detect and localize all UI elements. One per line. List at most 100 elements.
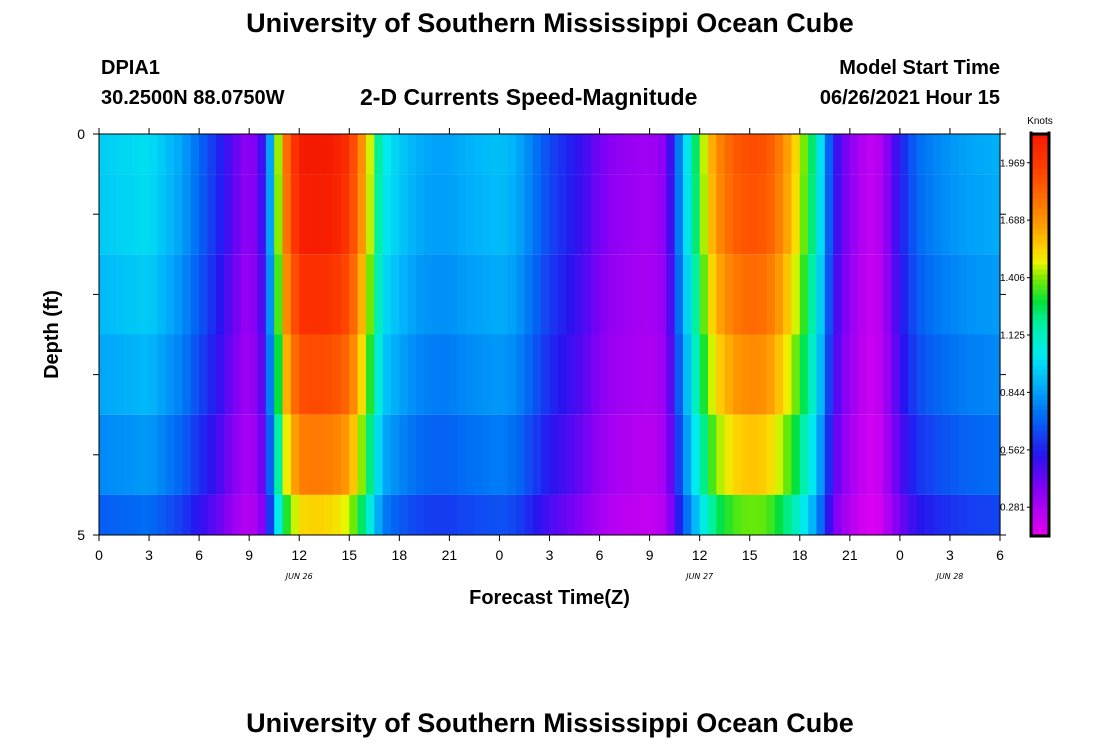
heatmap-cell [432,334,442,415]
heatmap-cell [916,134,926,175]
heatmap-cell [349,254,359,335]
heatmap-cell [866,414,876,495]
heatmap-cell [457,174,467,255]
colorbar-title: Knots [1027,116,1053,127]
heatmap-cell [532,494,542,535]
heatmap-cell [424,494,434,535]
heatmap-cell [274,174,284,255]
heatmap-cell [657,254,667,335]
heatmap-cell [165,254,175,335]
heatmap-cell [374,254,384,335]
heatmap-cell [240,414,250,495]
heatmap-cell [99,134,108,175]
heatmap-cell [315,414,325,495]
heatmap-cell [691,414,701,495]
heatmap-cell [382,134,392,175]
heatmap-cell [165,494,175,535]
heatmap-cell [791,134,801,175]
heatmap-cell [649,174,659,255]
heatmap-cell [399,334,409,415]
heatmap-cell [866,494,876,535]
heatmap-cell [232,134,242,175]
heatmap-cell [232,414,242,495]
heatmap-cell [791,414,801,495]
colorbar-segment [1031,149,1049,155]
heatmap-cell [541,134,551,175]
heatmap-cell [791,254,801,335]
heatmap-cell [808,134,818,175]
heatmap-cell [716,174,726,255]
heatmap-cell [582,174,592,255]
colorbar-segment [1031,219,1049,226]
heatmap-cell [582,134,592,175]
x-tick-label: 0 [496,547,504,563]
heatmap-cell [282,134,292,175]
colorbar-segment [1031,164,1049,170]
heatmap-cell [916,334,926,415]
heatmap-cell [966,414,976,495]
heatmap-cell [674,494,684,535]
heatmap-cell [924,254,934,335]
heatmap-cell [591,174,601,255]
heatmap-cell [708,334,717,415]
heatmap-cell [299,254,309,335]
heatmap-cell [224,174,234,255]
heatmap-cell [357,134,367,175]
heatmap-cell [524,334,534,415]
heatmap-cell [724,134,734,175]
heatmap-cell [607,134,617,175]
heatmap-cell [849,134,859,175]
heatmap-cell [532,414,542,495]
colorbar-segment [1031,485,1049,492]
colorbar-tick-label: 0.281 [1000,503,1025,514]
heatmap-cell [874,174,884,255]
heatmap-cell [699,334,709,415]
colorbar-segment [1031,475,1049,482]
heatmap-cell [666,414,676,495]
x-tick-label: 3 [546,547,554,563]
heatmap-cell [207,174,217,255]
heatmap-cell [407,174,417,255]
colorbar-segment [1031,390,1049,396]
heatmap-cell [908,254,918,335]
heatmap-cell [257,174,267,255]
heatmap-cell [416,174,425,255]
heatmap-cell [849,414,859,495]
heatmap-cell [958,494,968,535]
heatmap-cell [749,174,759,255]
heatmap-cell [382,414,392,495]
heatmap-cell [607,174,617,255]
heatmap-cell [724,414,734,495]
heatmap-cell [883,334,893,415]
x-tick-label: 12 [692,547,708,563]
model-start-label: Model Start Time [839,57,1000,79]
heatmap-cell [491,174,501,255]
heatmap-cell [766,334,776,415]
heatmap-cell [207,494,217,535]
heatmap-cell [933,494,943,535]
heatmap-cell [449,134,459,175]
heatmap-cell [207,134,217,175]
colorbar-segment [1031,294,1049,301]
heatmap-cell [816,334,826,415]
heatmap-cell [833,174,843,255]
x-tick-label: 18 [792,547,808,563]
heatmap-cell [974,134,984,175]
heatmap-cell [541,414,551,495]
heatmap-cell [140,494,150,535]
heatmap-cell [182,494,192,535]
heatmap-cell [649,254,659,335]
heatmap-cell [174,494,184,535]
heatmap-cell [774,334,784,415]
heatmap-cell [582,254,592,335]
heatmap-cell [324,494,334,535]
heatmap-cell [132,334,142,415]
heatmap-cell [532,174,542,255]
heatmap-cell [407,414,417,495]
heatmap-cell [149,334,158,415]
heatmap-cell [115,414,125,495]
heatmap-cell [265,134,275,175]
heatmap-cell [165,334,175,415]
heatmap-cell [841,494,851,535]
heatmap-cell [365,494,375,535]
